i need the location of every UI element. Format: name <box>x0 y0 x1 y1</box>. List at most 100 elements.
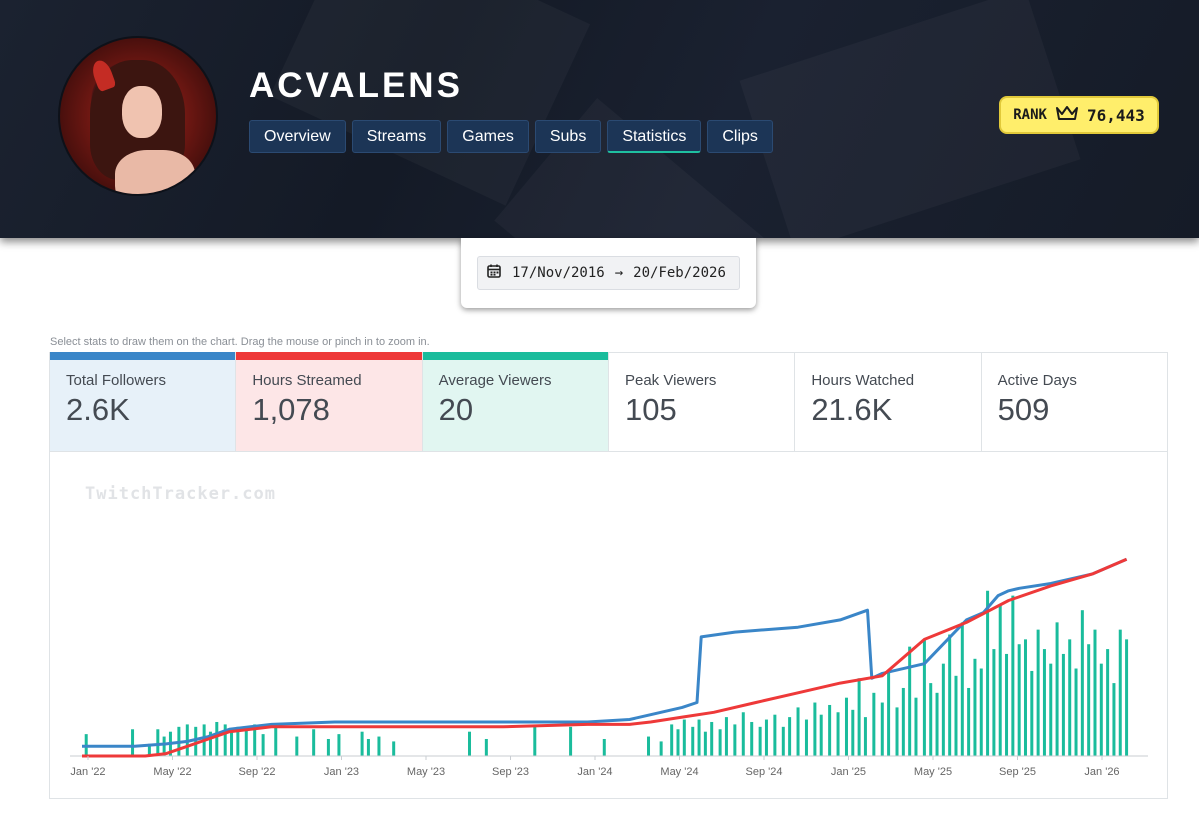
x-tick-label: Sep '23 <box>492 766 529 778</box>
avg-viewers-bar <box>880 702 884 756</box>
avg-viewers-bar <box>788 717 792 756</box>
channel-nav: Overview Streams Games Subs Statistics C… <box>249 120 773 153</box>
avg-viewers-bar <box>992 649 996 756</box>
avg-viewers-bar <box>750 721 754 756</box>
avg-viewers-bar <box>682 719 686 756</box>
x-tick-label: Jan '24 <box>577 766 612 778</box>
date-range-end: 20/Feb/2026 <box>633 265 726 281</box>
avg-viewers-bar <box>1023 639 1027 756</box>
stat-value: 21.6K <box>811 392 893 427</box>
date-range-button[interactable]: 17/Nov/2016 → 20/Feb/2026 <box>477 256 740 290</box>
stat-value: 105 <box>624 392 677 427</box>
avg-viewers-bar <box>691 726 695 756</box>
avg-viewers-bar <box>703 731 707 756</box>
x-tick-label: May '24 <box>660 766 698 778</box>
avg-viewers-bar <box>360 731 364 756</box>
avg-viewers-bar <box>895 707 899 756</box>
avg-viewers-bar <box>1055 622 1059 756</box>
avg-viewers-bar <box>244 729 248 756</box>
avg-viewers-bar <box>710 721 714 756</box>
date-range-card: 17/Nov/2016 → 20/Feb/2026 <box>461 238 756 308</box>
tab-subs[interactable]: Subs <box>534 120 602 153</box>
avg-viewers-bar <box>908 646 912 756</box>
avg-viewers-bar <box>366 738 370 756</box>
avg-viewers-bar <box>1087 644 1091 756</box>
avg-viewers-bar <box>533 726 537 756</box>
avg-viewers-bar <box>844 697 848 756</box>
x-tick-label: Sep '22 <box>239 766 276 778</box>
rank-badge[interactable]: RANK 76,443 <box>999 96 1159 134</box>
avg-viewers-bar <box>967 687 971 756</box>
tab-overview[interactable]: Overview <box>249 120 346 153</box>
x-tick-label: Sep '24 <box>746 766 783 778</box>
avg-viewers-bar <box>836 712 840 756</box>
stat-hours-streamed[interactable]: Hours Streamed 1,078 <box>236 352 423 451</box>
avg-viewers-bar <box>215 721 219 756</box>
avg-viewers-bar <box>973 658 977 756</box>
stat-color-bar <box>236 352 422 360</box>
stat-label: Peak Viewers <box>624 372 717 389</box>
avg-viewers-bar <box>602 738 606 756</box>
avg-viewers-bar <box>468 731 472 756</box>
stat-peak-viewers[interactable]: Peak Viewers 105 <box>609 353 796 451</box>
avg-viewers-bar <box>208 731 212 756</box>
avg-viewers-bar <box>979 668 983 756</box>
avg-viewers-bar <box>1118 629 1122 756</box>
avg-viewers-bar <box>828 704 832 756</box>
x-tick-label: Jan '25 <box>831 766 866 778</box>
avg-viewers-bar <box>312 729 316 756</box>
avatar[interactable] <box>58 36 218 196</box>
avg-viewers-bar <box>901 687 905 756</box>
stat-label: Average Viewers <box>438 372 552 389</box>
avg-viewers-bar <box>986 590 990 756</box>
avg-viewers-bar <box>162 736 166 756</box>
x-tick-label: Jan '26 <box>1084 766 1119 778</box>
avg-viewers-bar <box>819 714 823 756</box>
avg-viewers-bar <box>647 736 651 756</box>
x-tick-label: May '25 <box>914 766 952 778</box>
stat-hours-watched[interactable]: Hours Watched 21.6K <box>795 353 982 451</box>
avg-viewers-bar <box>295 736 299 756</box>
avg-viewers-bar <box>781 726 785 756</box>
avg-viewers-bar <box>131 729 135 756</box>
avg-viewers-bar <box>960 622 964 756</box>
avg-viewers-bar <box>1112 683 1116 756</box>
stat-total-followers[interactable]: Total Followers 2.6K <box>50 352 237 451</box>
avg-viewers-bar <box>773 714 777 756</box>
stat-active-days[interactable]: Active Days 509 <box>982 353 1167 451</box>
avg-viewers-bar <box>929 683 933 756</box>
avg-viewers-bar <box>954 675 958 756</box>
avg-viewers-bar <box>1099 663 1103 756</box>
avg-viewers-bar <box>569 726 573 756</box>
tab-games[interactable]: Games <box>447 120 529 153</box>
stats-row: Total Followers 2.6K Hours Streamed 1,07… <box>49 352 1168 452</box>
avg-viewers-bar <box>676 729 680 756</box>
stat-value: 509 <box>997 392 1050 427</box>
avg-viewers-bar <box>741 712 745 756</box>
avg-viewers-bar <box>261 734 265 756</box>
tab-clips[interactable]: Clips <box>707 120 773 153</box>
stat-value: 20 <box>438 392 474 427</box>
avg-viewers-bar <box>194 726 198 756</box>
tab-streams[interactable]: Streams <box>351 120 442 153</box>
avg-viewers-bar <box>863 717 867 756</box>
avg-viewers-bar <box>1005 653 1009 756</box>
channel-name: ACVALENS <box>249 66 463 105</box>
crown-icon <box>1055 105 1079 125</box>
avg-viewers-bar <box>1049 663 1053 756</box>
stats-chart-panel[interactable] <box>49 452 1168 799</box>
stat-average-viewers[interactable]: Average Viewers 20 <box>422 352 609 451</box>
avg-viewers-bar <box>948 634 952 756</box>
avg-viewers-bar <box>1042 649 1046 756</box>
rank-label: RANK <box>1013 107 1047 123</box>
date-range-start: 17/Nov/2016 <box>512 265 605 281</box>
avg-viewers-bar <box>274 726 278 756</box>
avg-viewers-bar <box>914 697 918 756</box>
avg-viewers-bar <box>670 724 674 756</box>
stat-label: Active Days <box>997 372 1077 389</box>
stat-label: Hours Watched <box>811 372 915 389</box>
x-tick-label: Jan '22 <box>70 766 105 778</box>
stat-value: 2.6K <box>66 392 130 427</box>
tab-statistics[interactable]: Statistics <box>607 120 702 153</box>
